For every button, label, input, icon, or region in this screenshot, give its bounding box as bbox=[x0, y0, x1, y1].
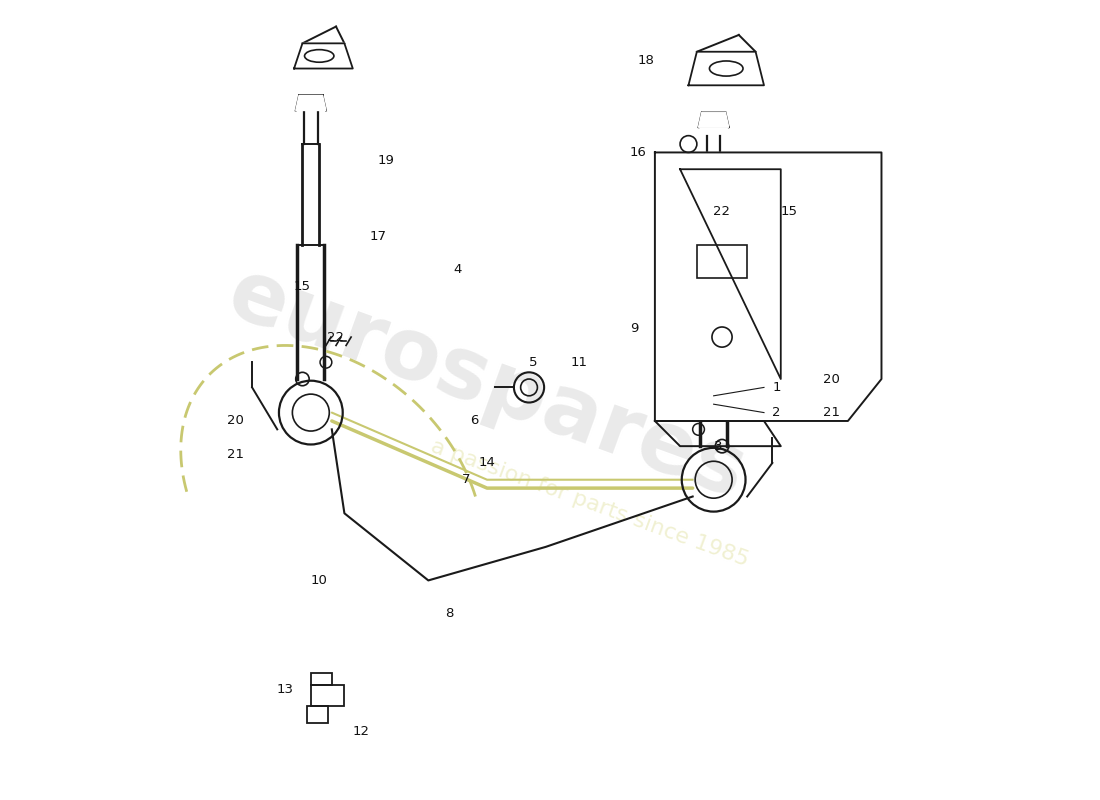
Text: 14: 14 bbox=[478, 457, 495, 470]
Text: 22: 22 bbox=[714, 205, 730, 218]
Text: 11: 11 bbox=[571, 356, 588, 369]
Text: eurospares: eurospares bbox=[216, 252, 757, 516]
Text: 6: 6 bbox=[471, 414, 478, 427]
Text: 1: 1 bbox=[772, 381, 781, 394]
Text: 13: 13 bbox=[277, 683, 294, 696]
Bar bbox=[307, 706, 328, 723]
Polygon shape bbox=[294, 43, 353, 69]
Text: 17: 17 bbox=[370, 230, 386, 243]
Bar bbox=[311, 673, 332, 686]
Text: 20: 20 bbox=[823, 373, 839, 386]
Text: 19: 19 bbox=[378, 154, 395, 167]
Polygon shape bbox=[296, 95, 326, 110]
Text: 21: 21 bbox=[823, 406, 839, 419]
Text: 10: 10 bbox=[310, 574, 328, 587]
Polygon shape bbox=[654, 153, 881, 421]
Text: a passion for parts since 1985: a passion for parts since 1985 bbox=[428, 437, 751, 570]
Bar bbox=[697, 245, 747, 278]
Text: 16: 16 bbox=[629, 146, 647, 159]
Text: 21: 21 bbox=[227, 448, 244, 461]
Text: 20: 20 bbox=[227, 414, 244, 427]
Text: 7: 7 bbox=[462, 474, 471, 486]
Polygon shape bbox=[698, 112, 728, 127]
Text: 8: 8 bbox=[446, 607, 453, 621]
Polygon shape bbox=[689, 52, 764, 86]
Text: 3: 3 bbox=[714, 440, 722, 453]
Text: 12: 12 bbox=[353, 725, 370, 738]
Text: 18: 18 bbox=[638, 54, 654, 66]
Bar bbox=[311, 686, 344, 706]
Text: 15: 15 bbox=[294, 280, 311, 294]
Text: 2: 2 bbox=[772, 406, 781, 419]
Text: 15: 15 bbox=[781, 205, 798, 218]
Text: 4: 4 bbox=[453, 263, 462, 277]
Text: 22: 22 bbox=[328, 330, 344, 343]
Text: 9: 9 bbox=[629, 322, 638, 335]
Text: 5: 5 bbox=[529, 356, 538, 369]
